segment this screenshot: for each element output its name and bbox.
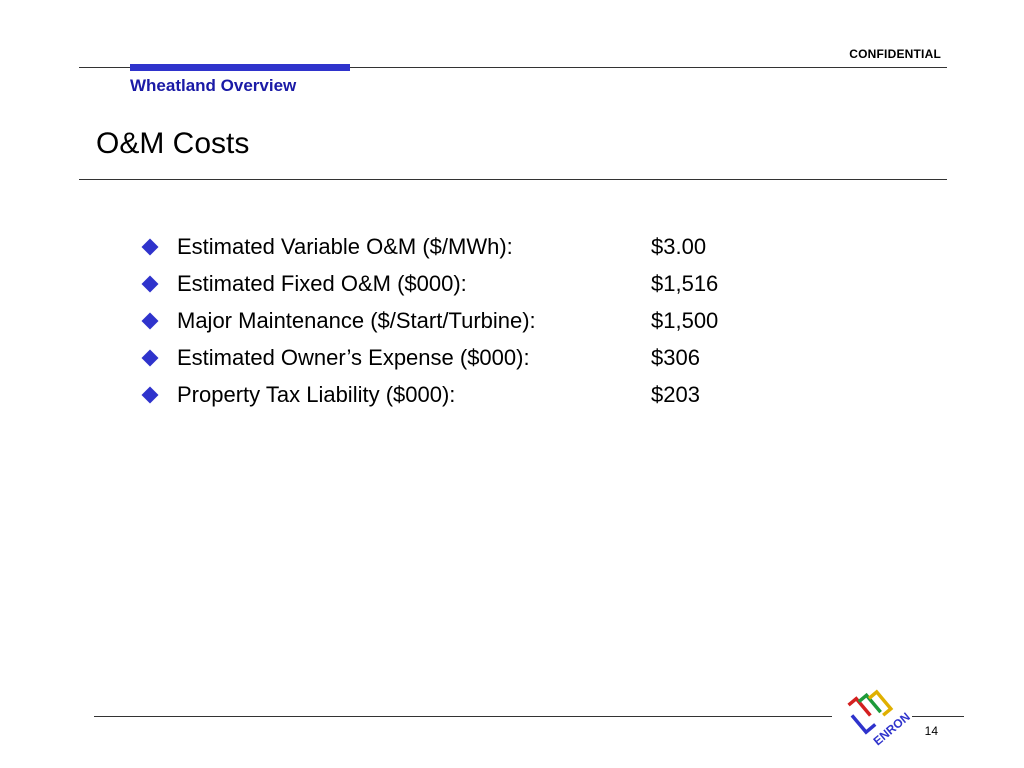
bullet-value: $3.00 [651,233,707,259]
bullet-item: Estimated Variable O&M ($/MWh): $3.00 [140,228,718,265]
bullet-value: $203 [651,381,700,407]
confidential-label: CONFIDENTIAL [849,47,941,61]
diamond-bullet-icon [141,312,159,329]
footer-divider [94,716,832,717]
page-title: O&M Costs [96,127,250,160]
bullet-label: Estimated Owner’s Expense ($000): [177,344,530,370]
header-divider [79,67,947,68]
page-number: 14 [924,724,938,738]
bullet-value: $1,500 [651,307,719,333]
section-accent-bar [130,64,350,71]
footer-divider-right [912,716,964,717]
bullet-item: Estimated Owner’s Expense ($000): $306 [140,339,718,376]
logo-wordmark: ENRON [871,710,913,749]
bullet-label: Estimated Fixed O&M ($000): [177,270,467,296]
enron-logo-icon: ENRON [847,689,913,749]
diamond-bullet-icon [141,238,159,255]
diamond-bullet-icon [141,349,159,366]
section-title: Wheatland Overview [130,76,297,95]
diamond-bullet-icon [141,386,159,403]
bullet-label: Major Maintenance ($/Start/Turbine): [177,307,536,333]
bullet-value: $306 [651,344,700,370]
bullet-item: Major Maintenance ($/Start/Turbine): $1,… [140,302,718,339]
bullet-item: Property Tax Liability ($000): $203 [140,376,718,413]
diamond-bullet-icon [141,275,159,292]
bullet-label: Property Tax Liability ($000): [177,381,456,407]
bullet-item: Estimated Fixed O&M ($000): $1,516 [140,265,718,302]
title-divider [79,179,947,180]
bullet-value: $1,516 [651,270,719,296]
bullet-label: Estimated Variable O&M ($/MWh): [177,233,513,259]
cost-bullet-list: Estimated Variable O&M ($/MWh): $3.00 Es… [140,228,718,413]
